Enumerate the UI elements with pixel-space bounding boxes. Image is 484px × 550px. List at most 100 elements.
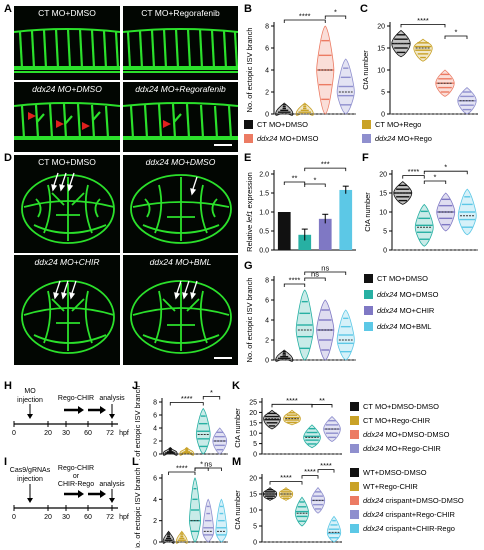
micrograph-a-ct-rego: CT MO+Regorafenib [123, 6, 238, 80]
panel-label-d: D [4, 152, 12, 164]
y-tick-label: 0 [265, 358, 269, 365]
chart-e-lef1-expression: 0.0 0.5 1.0 1.5 2.0 Relative lef1 expression *… [245, 160, 356, 255]
legend-swatch [362, 134, 371, 143]
panel-label-e: E [244, 152, 252, 164]
y-tick-label: 4 [265, 318, 269, 325]
timeline-tick: 60 [84, 430, 92, 437]
legend-label: CT MO+Rego-CHIR [363, 416, 431, 425]
significance-bracket [423, 170, 468, 175]
legend-label: ddx24 crispant+CHIR-Rego [363, 524, 455, 533]
y-tick-label: 0 [381, 112, 385, 119]
significance-label: * [210, 388, 213, 397]
y-tick-label: 2 [153, 518, 157, 525]
legend-swatch [362, 120, 371, 129]
legend-item: ddx24 MO+CHIR [364, 306, 434, 315]
y-tick-label: 15 [379, 191, 387, 198]
micrograph-d-ddx24-bml: ddx24 MO+BML [123, 255, 238, 365]
y-tick-label: 20 [377, 24, 385, 31]
legend-item: CT MO+DMSO-DMSO [350, 402, 439, 411]
y-tick-label: 15 [377, 46, 385, 53]
legend-d: CT MO+DMSO ddx24 MO+DMSO ddx24 MO+CHIR ddx2… [364, 274, 482, 354]
legend-swatch [350, 430, 359, 439]
y-tick-label: 4 [153, 497, 157, 504]
arrow-down-icon [27, 414, 33, 419]
timeline-treatment: or [73, 473, 80, 480]
legend-item: ddx24 crispant+Rego-CHIR [350, 510, 455, 519]
significance-label: **** [289, 276, 301, 285]
legend-label: ddx24 MO+DMSO [377, 290, 439, 299]
significance-label: * [334, 8, 337, 17]
micrograph-label: ddx24 MO+BML [149, 257, 212, 267]
significance-label: ns [204, 460, 212, 469]
significance-bracket [304, 183, 326, 187]
y-axis-label: No. of ectopic ISV branch [133, 467, 142, 548]
timeline-label: injection [17, 476, 43, 483]
micrograph-a-ddx24-rego: ddx24 MO+Regorafenib [123, 82, 238, 152]
timeline-tick: 60 [84, 514, 92, 521]
micrograph-label: ddx24 MO+DMSO [145, 157, 216, 167]
significance-label: **** [286, 396, 298, 405]
significance-label: ** [292, 174, 298, 183]
timeline-i: Cas9/gRNAs injection Rego-CHIR or CHIR-R… [10, 465, 129, 521]
bar [277, 212, 291, 250]
y-axis-label: No. of ectopic ISV branch [245, 277, 254, 362]
significance-bracket [423, 180, 447, 184]
y-tick-label: 8 [265, 24, 269, 31]
scale-bar [214, 357, 232, 359]
red-arrowhead-icon [163, 120, 171, 128]
significance-label: * [200, 460, 203, 469]
micrograph-d-ct-dmso: CT MO+DMSO [14, 155, 120, 253]
legend-i: WT+DMSO-DMSO WT+Rego-CHIR ddx24 crispant+D… [350, 468, 482, 546]
legend-label: CT MO+DMSO [377, 274, 428, 283]
legend-swatch [244, 120, 253, 129]
significance-bracket [169, 402, 204, 406]
significance-bracket [402, 175, 425, 179]
timeline-label: MO [24, 388, 36, 395]
legend-label: ddx24 MO+CHIR [377, 306, 435, 315]
legend-h: CT MO+DMSO-DMSO CT MO+Rego-CHIR ddx24 MO+D… [350, 402, 482, 462]
y-tick-label: 10 [377, 68, 385, 75]
micrograph-d-ddx24-dmso: ddx24 MO+DMSO [123, 155, 238, 253]
panel-label-c: C [360, 3, 368, 15]
significance-label: * [314, 176, 317, 185]
micrograph-label: ddx24 MO+CHIR [34, 257, 100, 267]
micrograph-label: CT MO+DMSO [38, 157, 96, 167]
y-tick-label: 5 [253, 441, 257, 448]
significance-label: **** [280, 473, 292, 482]
timeline-analysis: analysis [99, 481, 125, 488]
significance-bracket [400, 24, 446, 28]
timeline-tick: 30 [62, 430, 70, 437]
brain-vessels-image [130, 174, 232, 244]
y-tick-label: 2 [153, 439, 157, 446]
y-tick-label: 6 [153, 476, 157, 483]
y-tick-label: 5 [253, 524, 257, 531]
significance-label: ns [321, 264, 329, 273]
arrow-down-icon [109, 498, 115, 503]
legend-label: CT MO+DMSO [257, 120, 308, 129]
y-tick-label: 0 [153, 452, 157, 459]
legend-label: ddx24 MO+DMSO-DMSO [363, 430, 450, 439]
significance-label: ns [311, 270, 319, 279]
legend-swatch [350, 402, 359, 411]
legend-item: ddx24 crispant+DMSO-DMSO [350, 496, 464, 505]
significance-bracket [317, 469, 335, 473]
timeline-treatment: Rego-CHIR [58, 395, 94, 402]
legend-item: ddx24 MO+DMSO [244, 134, 318, 143]
timeline-unit: hpf [119, 514, 129, 521]
timeline-unit: hpf [119, 430, 129, 437]
micrograph-label: CT MO+DMSO [38, 8, 96, 18]
y-tick-label: 0.0 [259, 248, 269, 255]
y-tick-label: 5 [381, 90, 385, 97]
micrograph-d-ddx24-chir: ddx24 MO+CHIR [14, 255, 120, 365]
arrow-right-icon [78, 406, 84, 414]
significance-bracket [324, 15, 347, 19]
y-tick-label: 2 [265, 90, 269, 97]
legend-item: WT+DMSO-DMSO [350, 468, 427, 477]
significance-label: * [455, 28, 458, 37]
timeline-tick: 30 [62, 514, 70, 521]
y-tick-label: 2.0 [259, 172, 269, 179]
legend-swatch [364, 306, 373, 315]
panel-label-j: J [132, 380, 139, 392]
significance-label: **** [408, 167, 420, 176]
